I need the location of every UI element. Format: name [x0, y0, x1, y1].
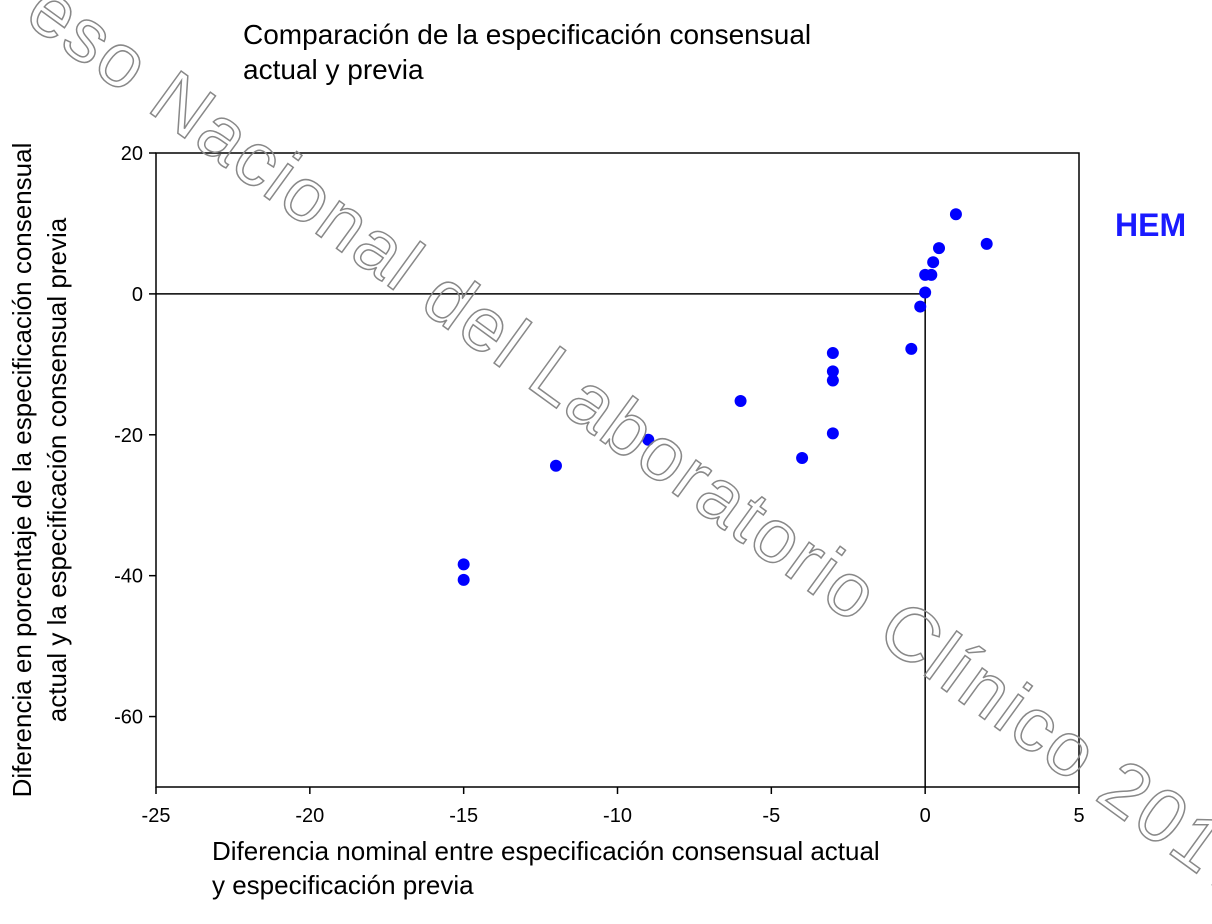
point: [933, 242, 946, 255]
point: [549, 459, 562, 472]
y-axis-label: Diferencia en porcentaje de la especific…: [7, 143, 37, 798]
x-tick-label: -20: [295, 805, 324, 827]
point: [457, 573, 470, 586]
y-tick-label: 20: [121, 143, 143, 165]
point: [826, 365, 839, 378]
y-tick-label: 0: [132, 284, 143, 306]
x-tick-label: 5: [1073, 805, 1084, 827]
point: [914, 300, 927, 313]
x-tick-label: -25: [142, 805, 171, 827]
x-tick-label: 0: [920, 805, 931, 827]
chart-title: Comparación de la especificación consens…: [243, 19, 811, 50]
annotation: HEM: [1115, 207, 1186, 243]
point: [949, 208, 962, 221]
point: [457, 558, 470, 571]
x-tick-label: -15: [449, 805, 478, 827]
x-axis-label: Diferencia nominal entre especificación …: [212, 836, 880, 866]
point: [642, 433, 655, 446]
x-tick-label: -5: [762, 805, 780, 827]
point: [826, 347, 839, 360]
point: [826, 374, 839, 387]
point: [925, 268, 938, 281]
y-tick-label: -60: [114, 707, 143, 729]
y-tick-label: -20: [114, 425, 143, 447]
point: [826, 427, 839, 440]
x-tick-label: -10: [603, 805, 632, 827]
x-axis-label: y especificación previa: [212, 870, 474, 900]
point: [927, 256, 940, 269]
watermark: eso Nacional del Laboratorio Clínico 201…: [12, 0, 1212, 915]
point: [796, 452, 809, 465]
point: [980, 237, 993, 250]
point: [734, 394, 747, 407]
point: [905, 342, 918, 355]
y-tick-label: -40: [114, 566, 143, 588]
chart-title: actual y previa: [243, 54, 424, 85]
point: [919, 286, 932, 299]
y-axis-label: actual y la especificación consensual pr…: [42, 217, 72, 722]
